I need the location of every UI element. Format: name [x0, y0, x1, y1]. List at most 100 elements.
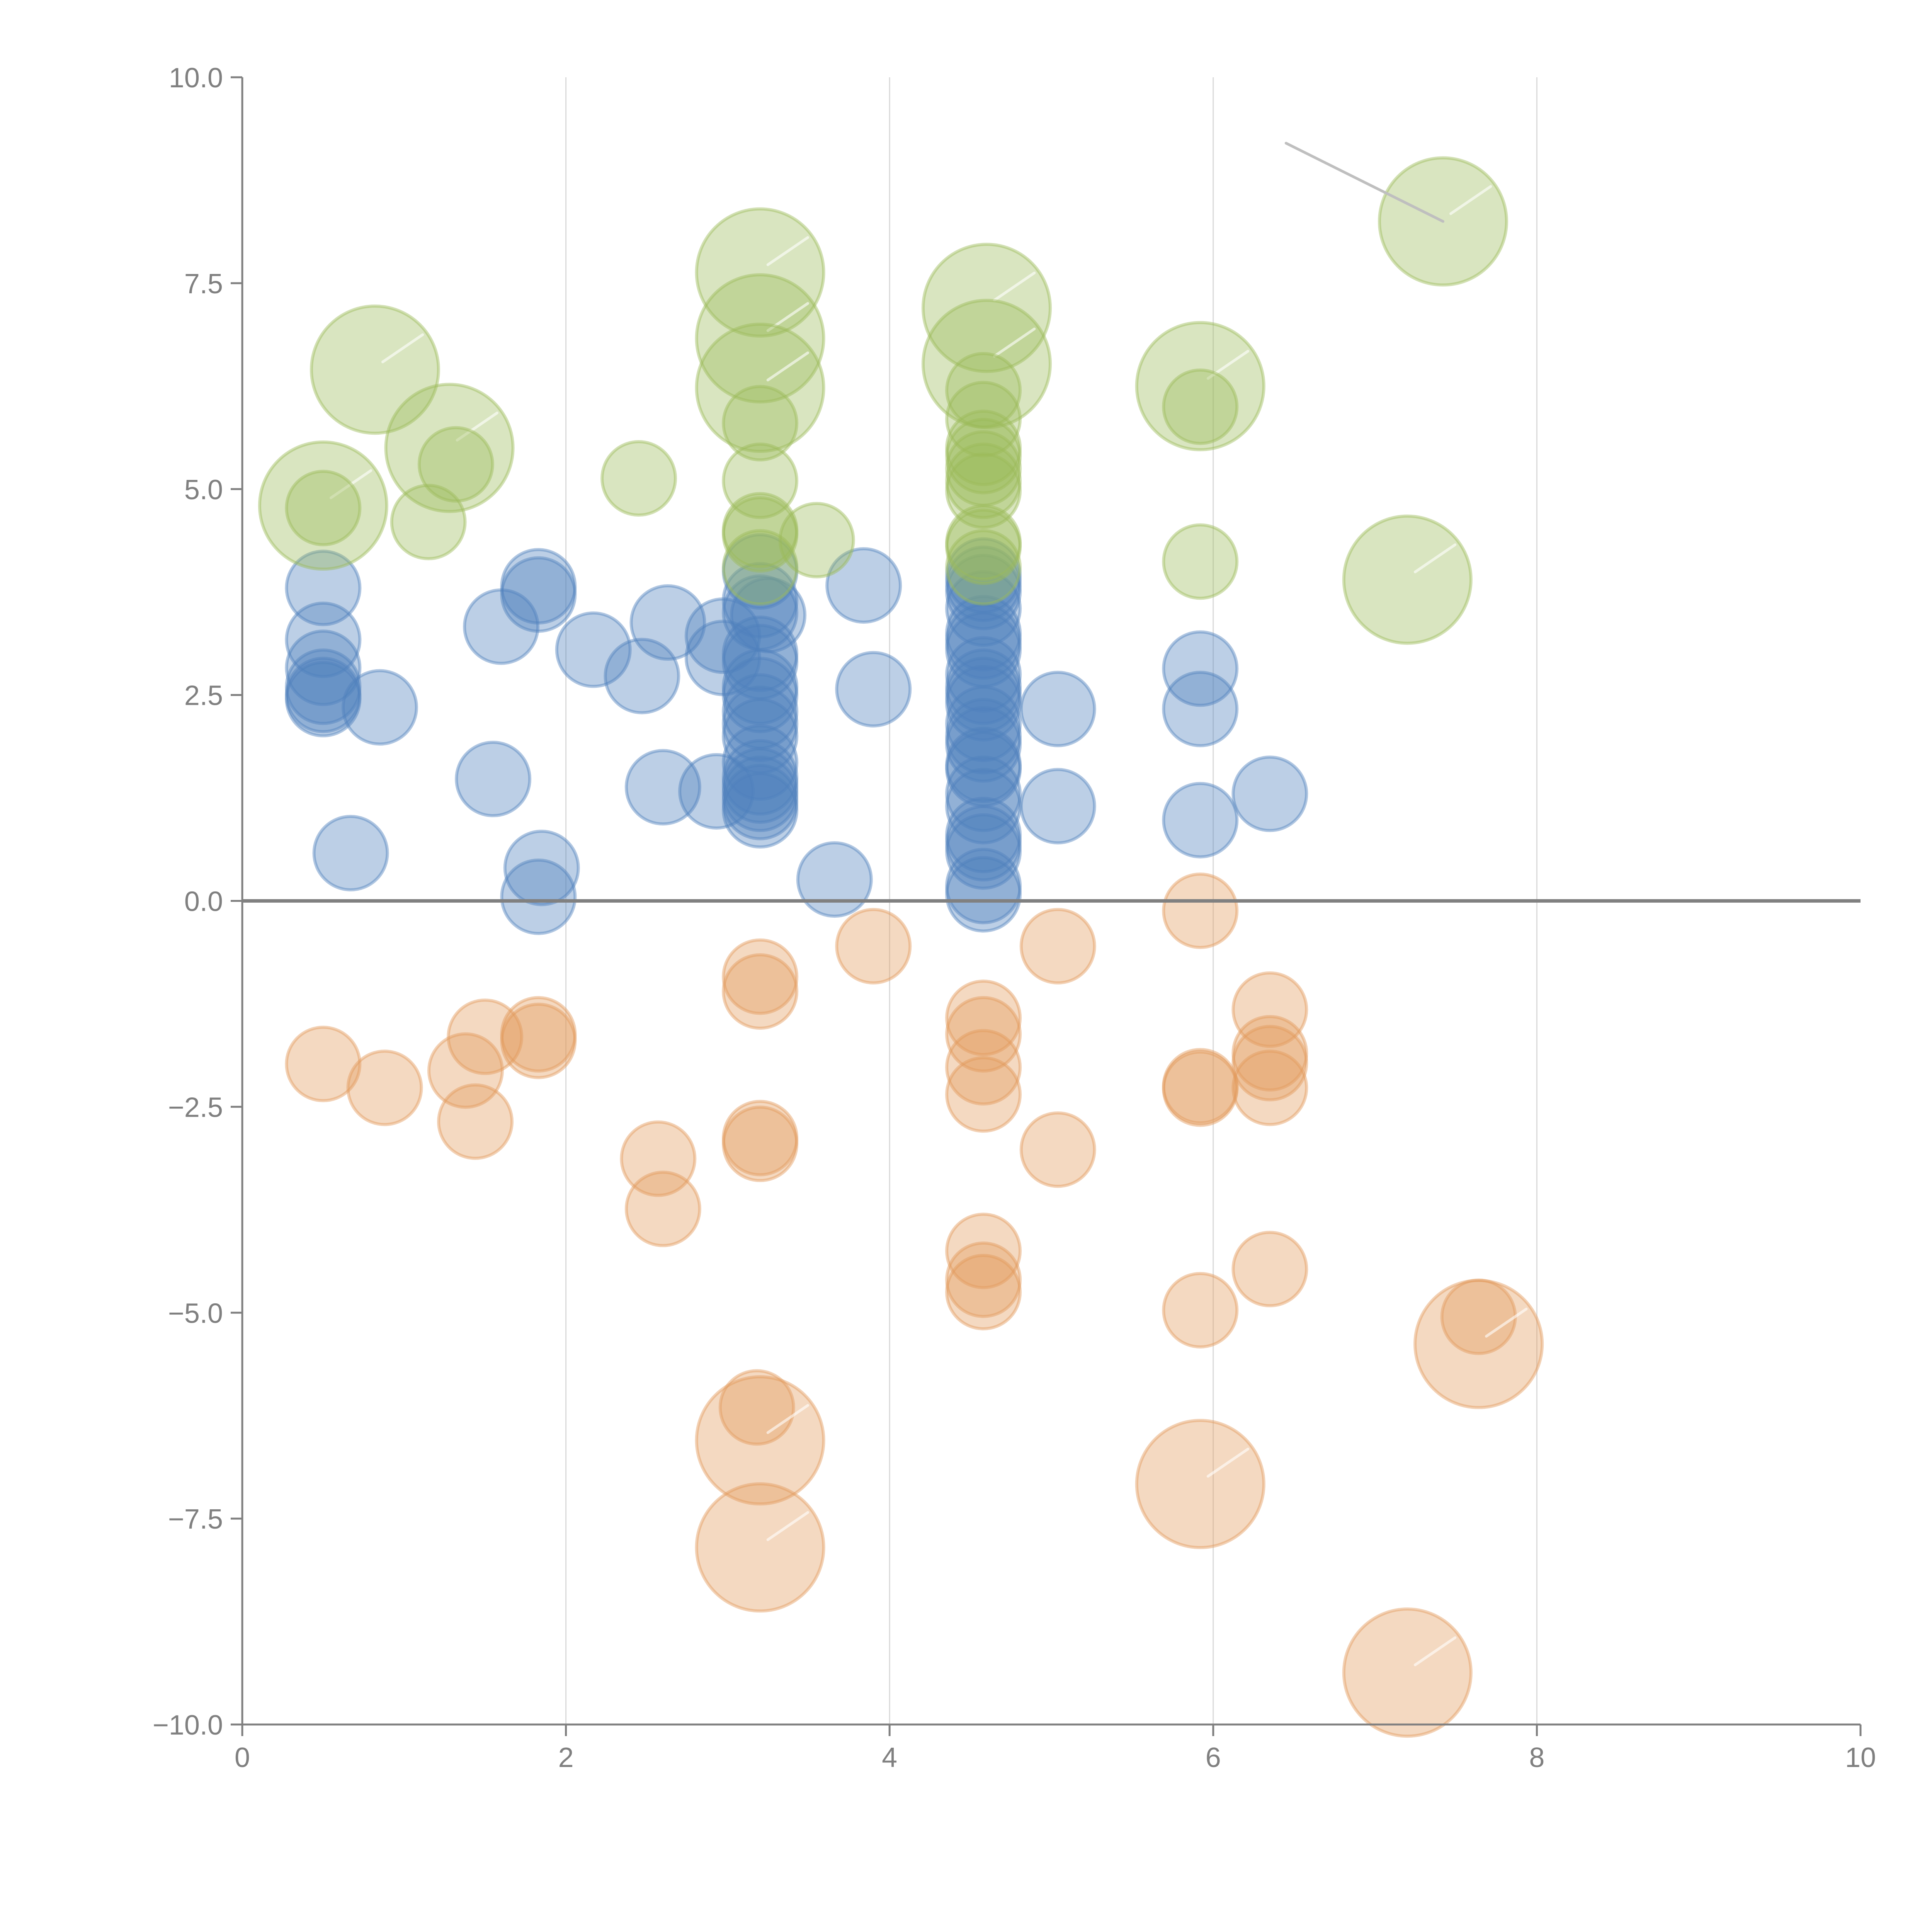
bubble-blue — [503, 830, 580, 906]
y-tick-label: −5.0 — [168, 1298, 223, 1329]
bubble-blue — [722, 562, 799, 639]
bubble-blue — [722, 533, 799, 610]
x-tick-label: 8 — [1529, 1742, 1544, 1773]
bubble-blue — [730, 577, 807, 653]
bubble-blue — [285, 656, 362, 733]
bubble-green — [258, 440, 388, 571]
bubble-green — [921, 299, 1052, 429]
bubble-blue — [1162, 670, 1239, 747]
bubble-orange — [945, 1213, 1022, 1289]
bubble-green — [722, 496, 799, 573]
bubble-orange — [1162, 872, 1239, 949]
bubble-blue — [945, 726, 1022, 803]
bubble-label-leader — [766, 302, 810, 332]
bubble-orange — [285, 1026, 362, 1102]
bubble-blue — [722, 648, 799, 725]
bubble-blue — [945, 611, 1022, 688]
bubble-green — [778, 502, 855, 578]
x-tick-label: 0 — [235, 1742, 250, 1773]
bubble-green — [945, 452, 1022, 529]
bubble-green — [945, 504, 1022, 581]
bubble-blue — [722, 616, 799, 692]
bubble-blue — [945, 648, 1022, 725]
bubble-blue — [1231, 755, 1308, 832]
bubble-orange — [1019, 908, 1096, 985]
bubble-blue — [285, 648, 362, 725]
bubble-blue — [722, 772, 799, 849]
bubble-blue — [1019, 768, 1096, 845]
bubble-blue — [285, 549, 362, 626]
bubble-blue — [945, 636, 1022, 713]
bubble-label-leader — [456, 412, 498, 442]
bubble-blue — [500, 556, 577, 633]
y-tick-label: 0.0 — [184, 886, 223, 917]
bubble-orange — [346, 1049, 423, 1126]
bubble-green — [695, 273, 825, 404]
bubble-green — [695, 207, 825, 338]
bubble-green — [1162, 523, 1239, 600]
bubble-blue — [1162, 630, 1239, 707]
bubble-blue — [945, 796, 1022, 873]
bubble-green — [945, 529, 1022, 606]
bubble-label-leader — [1413, 543, 1457, 573]
bubble-orange — [722, 938, 799, 1015]
bubble-green — [390, 484, 467, 561]
bubble-orange — [1231, 971, 1308, 1048]
x-tick-label: 6 — [1206, 1742, 1221, 1773]
bubble-orange — [437, 1083, 514, 1160]
bubble-blue — [722, 739, 799, 816]
bubble-orange — [945, 1029, 1022, 1106]
bubble-orange — [1231, 1015, 1308, 1092]
bubble-blue — [285, 661, 362, 738]
bubble-orange — [1162, 1050, 1239, 1127]
bubble-orange — [427, 1032, 504, 1109]
bubble-green — [1342, 514, 1473, 645]
y-tick-label: 7.5 — [184, 269, 223, 299]
bubble-green — [722, 442, 799, 519]
bubble-green — [722, 385, 799, 462]
bubble-orange — [1231, 1231, 1308, 1308]
bubble-orange — [620, 1120, 697, 1197]
bubble-orange — [1413, 1279, 1544, 1409]
bubble-green — [945, 410, 1022, 486]
bubble-blue — [945, 665, 1022, 742]
bubble-orange — [1019, 1111, 1096, 1188]
bubble-blue — [722, 673, 799, 750]
bubble-orange — [945, 980, 1022, 1056]
annotation-leader-line — [1284, 142, 1444, 223]
bubble-label-leader — [1206, 350, 1250, 380]
bubble-blue — [945, 768, 1022, 845]
bubble-blue — [722, 685, 799, 762]
bubble-blue — [1019, 670, 1096, 747]
bubble-blue — [629, 584, 706, 661]
x-tick-label: 10 — [1845, 1742, 1876, 1773]
y-tick-label: 10.0 — [169, 63, 223, 94]
bubble-orange — [1135, 1419, 1265, 1549]
bubble-blue — [341, 669, 418, 746]
bubble-orange — [1162, 1272, 1239, 1349]
bubble-blue — [945, 656, 1022, 733]
bubble-blue — [945, 603, 1022, 680]
bubble-blue — [624, 749, 701, 826]
bubble-label-leader — [766, 1404, 810, 1434]
bubble-blue — [312, 815, 389, 891]
bubble-blue — [722, 656, 799, 733]
bubble-orange — [1231, 1049, 1308, 1126]
bubble-orange — [945, 996, 1022, 1073]
y-tick-label: −7.5 — [168, 1504, 223, 1535]
bubble-blue — [945, 805, 1022, 882]
bubble-label-leader — [993, 271, 1036, 302]
bubble-orange — [718, 1369, 795, 1446]
y-tick-label: 5.0 — [184, 474, 223, 505]
bubble-blue — [945, 706, 1022, 783]
bubble-blue — [500, 548, 577, 625]
bubble-label-leader — [993, 327, 1036, 358]
bubble-blue — [945, 554, 1022, 631]
bubble-orange — [1231, 1025, 1308, 1102]
bubble-blue — [555, 611, 632, 688]
bubble-orange — [945, 1241, 1022, 1318]
bubble-orange — [1342, 1607, 1473, 1738]
y-tick-label: −2.5 — [168, 1092, 223, 1123]
bubble-green — [695, 323, 825, 453]
bubble-blue — [684, 619, 761, 696]
